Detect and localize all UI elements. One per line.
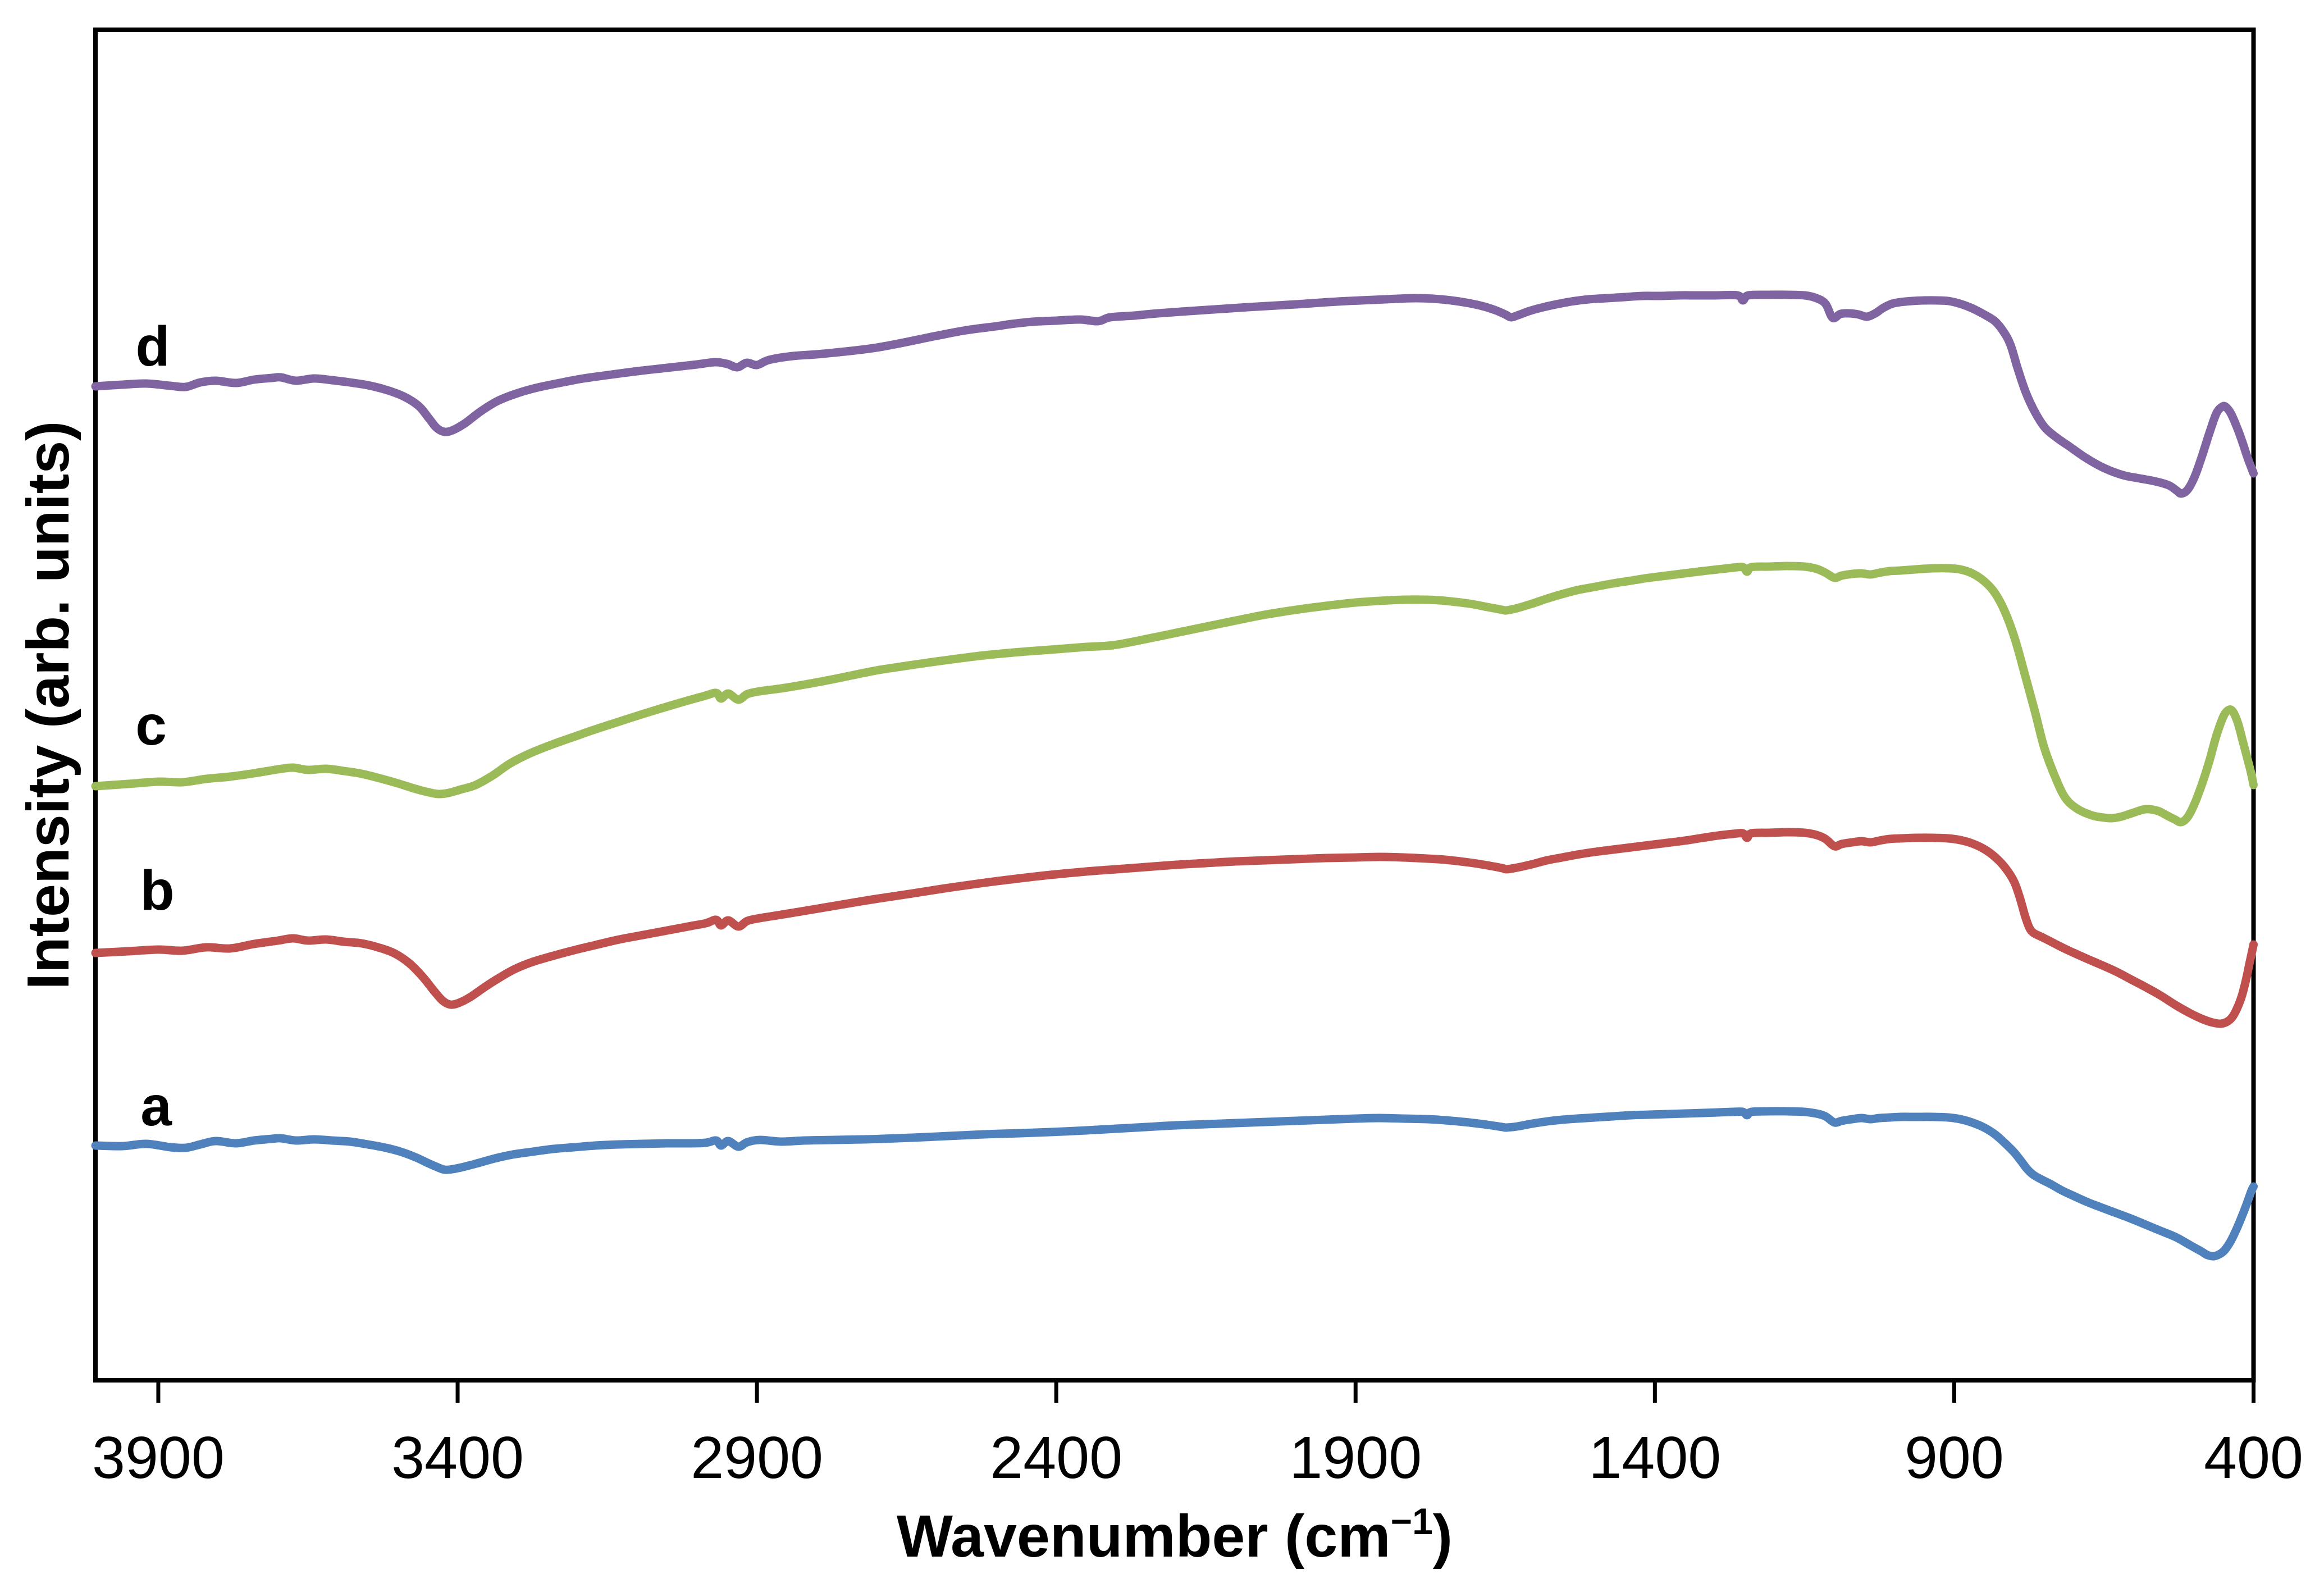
x-axis-title-close: ) bbox=[1433, 1503, 1453, 1570]
x-tick-label: 900 bbox=[1905, 1425, 2004, 1491]
series-b-label: b bbox=[140, 859, 174, 922]
series-lines bbox=[91, 290, 2258, 1261]
y-axis-title: Intensity (arb. units) bbox=[15, 421, 81, 990]
x-axis-title-superscript: −1 bbox=[1391, 1500, 1433, 1542]
x-axis-title-main: Wavenumber (cm bbox=[897, 1503, 1391, 1570]
series-c-line bbox=[91, 562, 2258, 827]
x-tick-label: 2900 bbox=[691, 1425, 823, 1491]
series-labels: a b c d bbox=[135, 315, 174, 1138]
series-b-line bbox=[91, 828, 2258, 1028]
x-tick-label: 2400 bbox=[990, 1425, 1122, 1491]
series-a-label: a bbox=[140, 1075, 172, 1138]
x-tick-label: 400 bbox=[2204, 1425, 2303, 1491]
series-a-line bbox=[91, 1107, 2258, 1261]
series-d-line bbox=[91, 290, 2258, 498]
series-d-label: d bbox=[135, 315, 170, 378]
x-tick-label: 3400 bbox=[391, 1425, 524, 1491]
plot-border bbox=[93, 28, 2256, 1383]
series-c-label: c bbox=[135, 694, 167, 757]
x-tick-label: 1400 bbox=[1588, 1425, 1721, 1491]
x-tick-label: 3900 bbox=[92, 1425, 225, 1491]
x-axis-title: Wavenumber (cm−1) bbox=[897, 1500, 1453, 1570]
x-tick-label: 1900 bbox=[1289, 1425, 1422, 1491]
x-axis-ticks: 3900 3400 2900 2400 1900 1400 900 400 bbox=[92, 1380, 2303, 1491]
